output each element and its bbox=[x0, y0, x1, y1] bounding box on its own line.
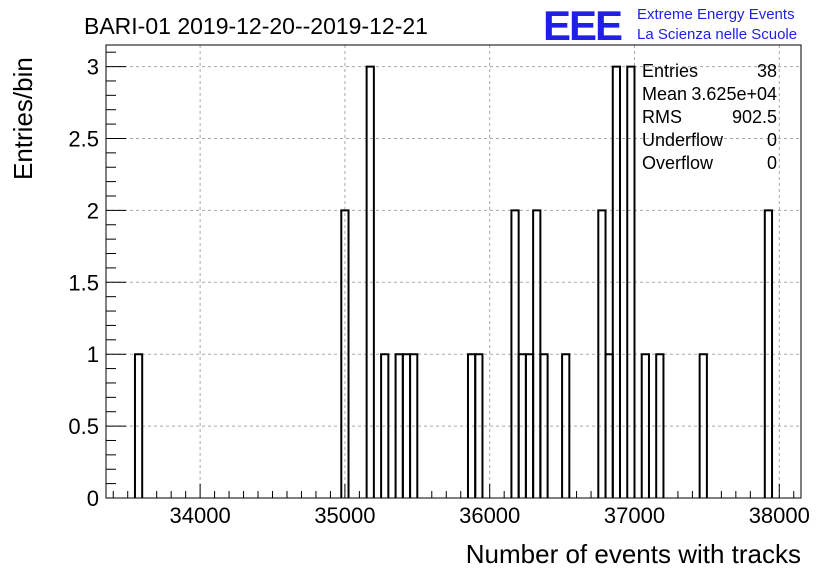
eee-logo-mark: EEE bbox=[543, 2, 622, 49]
x-tick-label: 37000 bbox=[604, 503, 665, 528]
axes bbox=[105, 44, 802, 499]
stats-underflow-value: 0 bbox=[767, 130, 777, 150]
y-tick-label: 0 bbox=[87, 486, 99, 511]
histogram-bins bbox=[133, 65, 774, 498]
y-tick-label: 0.5 bbox=[68, 414, 99, 439]
stats-entries-value: 38 bbox=[757, 61, 777, 81]
y-tick-label: 2 bbox=[87, 198, 99, 223]
stats-overflow-value: 0 bbox=[767, 153, 777, 173]
stats-mean-label: Mean bbox=[642, 84, 687, 104]
stats-mean-value: 3.625e+04 bbox=[691, 84, 777, 104]
grid-lines bbox=[106, 45, 801, 498]
histogram-bin bbox=[380, 353, 390, 498]
logo-line-1: Extreme Energy Events bbox=[637, 6, 795, 23]
histogram-bin bbox=[626, 65, 636, 498]
histogram-bin bbox=[611, 65, 622, 498]
y-tick-label: 3 bbox=[87, 55, 99, 80]
eee-logo: EEE Extreme Energy Events La Scienza nel… bbox=[543, 2, 797, 49]
x-axis-ticks: 34000 35000 36000 37000 38000 bbox=[112, 484, 810, 528]
stats-underflow-label: Underflow bbox=[642, 130, 724, 150]
plot-frame bbox=[105, 44, 802, 499]
stats-overflow-label: Overflow bbox=[642, 153, 714, 173]
x-tick-label: 36000 bbox=[459, 503, 520, 528]
histogram-bin bbox=[133, 353, 144, 498]
stats-rms-value: 902.5 bbox=[732, 107, 777, 127]
histogram-bin bbox=[539, 353, 549, 498]
histogram-bin bbox=[340, 209, 350, 498]
logo-line-2: La Scienza nelle Scuole bbox=[637, 26, 797, 43]
histogram-bin bbox=[640, 353, 650, 498]
stats-box: Entries 38 Mean 3.625e+04 RMS 902.5 Unde… bbox=[642, 61, 777, 173]
y-axis-ticks: 0 0.5 1 1.5 2 2.5 3 bbox=[68, 51, 126, 511]
x-tick-label: 38000 bbox=[749, 503, 810, 528]
histogram-bin bbox=[763, 209, 774, 498]
y-axis-label: Entries/bin bbox=[8, 57, 38, 180]
y-tick-label: 2.5 bbox=[68, 126, 99, 151]
x-tick-label: 34000 bbox=[170, 503, 231, 528]
x-axis-label: Number of events with tracks bbox=[466, 539, 801, 569]
x-tick-label: 35000 bbox=[314, 503, 375, 528]
histogram-bin bbox=[409, 353, 419, 498]
chart-title: BARI-01 2019-12-20--2019-12-21 bbox=[84, 13, 428, 39]
histogram-bin bbox=[655, 353, 665, 498]
stats-rms-label: RMS bbox=[642, 107, 682, 127]
histogram-bin bbox=[365, 65, 375, 498]
y-tick-label: 1 bbox=[87, 342, 99, 367]
y-tick-label: 1.5 bbox=[68, 270, 99, 295]
histogram-bin bbox=[474, 353, 484, 498]
histogram-bin bbox=[561, 353, 571, 498]
stats-entries-label: Entries bbox=[642, 61, 698, 81]
histogram-bin bbox=[698, 353, 708, 498]
